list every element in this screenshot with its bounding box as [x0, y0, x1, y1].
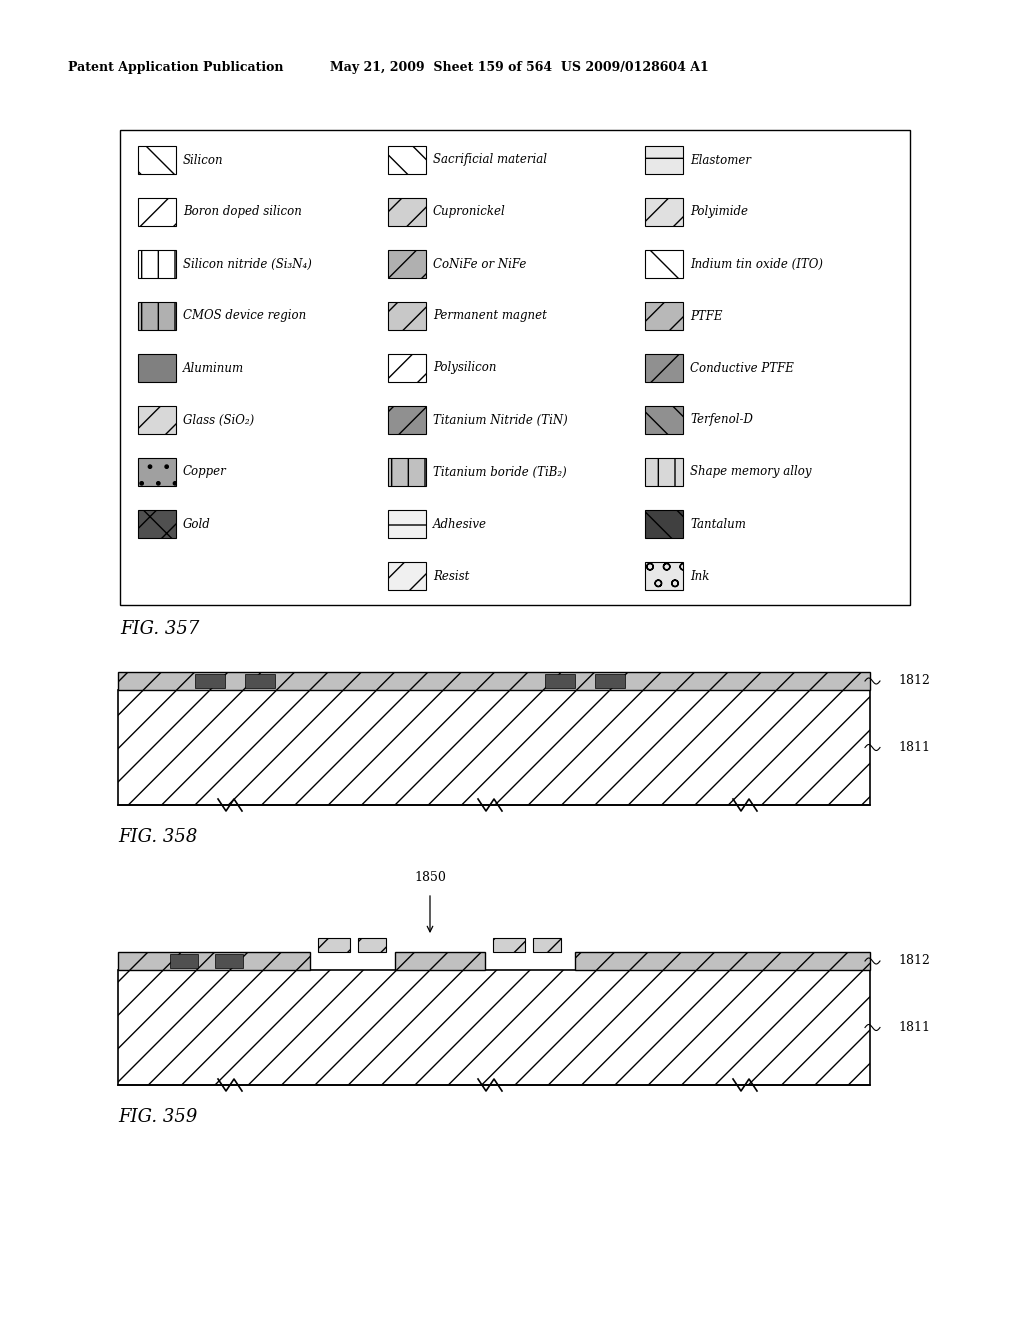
- Text: CoNiFe or NiFe: CoNiFe or NiFe: [433, 257, 526, 271]
- Bar: [170, 954, 198, 968]
- Bar: [645, 562, 683, 590]
- Text: Conductive PTFE: Conductive PTFE: [690, 362, 794, 375]
- Text: 1812: 1812: [898, 954, 930, 968]
- Bar: [388, 458, 426, 486]
- Bar: [388, 198, 426, 226]
- Text: Boron doped silicon: Boron doped silicon: [183, 206, 302, 219]
- Text: FIG. 358: FIG. 358: [118, 828, 198, 846]
- Bar: [493, 939, 525, 952]
- Bar: [575, 952, 870, 970]
- Bar: [545, 675, 575, 688]
- Bar: [388, 147, 426, 174]
- Bar: [118, 952, 310, 970]
- Text: Cupronickel: Cupronickel: [433, 206, 506, 219]
- Text: 1812: 1812: [898, 675, 930, 688]
- Text: CMOS device region: CMOS device region: [183, 309, 306, 322]
- Bar: [138, 407, 176, 434]
- Bar: [138, 198, 176, 226]
- Text: Ink: Ink: [690, 569, 710, 582]
- Text: Sacrificial material: Sacrificial material: [433, 153, 547, 166]
- Bar: [215, 954, 243, 968]
- Bar: [645, 198, 683, 226]
- Bar: [138, 510, 176, 539]
- Bar: [645, 302, 683, 330]
- Bar: [388, 354, 426, 381]
- Bar: [388, 407, 426, 434]
- Text: PTFE: PTFE: [690, 309, 723, 322]
- Bar: [388, 302, 426, 330]
- Text: Shape memory alloy: Shape memory alloy: [690, 466, 811, 479]
- Text: Indium tin oxide (ITO): Indium tin oxide (ITO): [690, 257, 823, 271]
- Bar: [138, 302, 176, 330]
- Bar: [645, 510, 683, 539]
- Bar: [358, 939, 386, 952]
- Text: Polyimide: Polyimide: [690, 206, 748, 219]
- Text: Gold: Gold: [183, 517, 211, 531]
- Bar: [120, 129, 910, 605]
- Bar: [595, 675, 625, 688]
- Bar: [645, 147, 683, 174]
- Bar: [138, 147, 176, 174]
- Text: Permanent magnet: Permanent magnet: [433, 309, 547, 322]
- Bar: [118, 970, 870, 1085]
- Text: Silicon: Silicon: [183, 153, 223, 166]
- Text: Copper: Copper: [183, 466, 226, 479]
- Bar: [388, 249, 426, 279]
- Text: Tantalum: Tantalum: [690, 517, 745, 531]
- Bar: [645, 407, 683, 434]
- Text: 1811: 1811: [898, 1020, 930, 1034]
- Bar: [645, 249, 683, 279]
- Text: Adhesive: Adhesive: [433, 517, 487, 531]
- Bar: [395, 952, 485, 970]
- Text: Titanium Nitride (TiN): Titanium Nitride (TiN): [433, 413, 567, 426]
- Text: FIG. 357: FIG. 357: [120, 620, 200, 638]
- Text: Patent Application Publication: Patent Application Publication: [68, 62, 284, 74]
- Text: FIG. 359: FIG. 359: [118, 1107, 198, 1126]
- Bar: [534, 939, 561, 952]
- Text: 1850: 1850: [414, 871, 445, 884]
- Bar: [195, 675, 225, 688]
- Text: Titanium boride (TiB₂): Titanium boride (TiB₂): [433, 466, 566, 479]
- Bar: [138, 249, 176, 279]
- Text: Aluminum: Aluminum: [183, 362, 244, 375]
- Bar: [138, 354, 176, 381]
- Text: Terfenol-D: Terfenol-D: [690, 413, 753, 426]
- Bar: [138, 458, 176, 486]
- Text: May 21, 2009  Sheet 159 of 564  US 2009/0128604 A1: May 21, 2009 Sheet 159 of 564 US 2009/01…: [330, 62, 709, 74]
- Text: 1811: 1811: [898, 741, 930, 754]
- Bar: [388, 510, 426, 539]
- Text: Resist: Resist: [433, 569, 469, 582]
- Bar: [645, 458, 683, 486]
- Bar: [645, 354, 683, 381]
- Text: Glass (SiO₂): Glass (SiO₂): [183, 413, 254, 426]
- Bar: [318, 939, 350, 952]
- Bar: [388, 562, 426, 590]
- Text: Polysilicon: Polysilicon: [433, 362, 497, 375]
- Text: Silicon nitride (Si₃N₄): Silicon nitride (Si₃N₄): [183, 257, 312, 271]
- Bar: [118, 690, 870, 805]
- Bar: [245, 675, 275, 688]
- Text: Elastomer: Elastomer: [690, 153, 751, 166]
- Bar: [118, 672, 870, 690]
